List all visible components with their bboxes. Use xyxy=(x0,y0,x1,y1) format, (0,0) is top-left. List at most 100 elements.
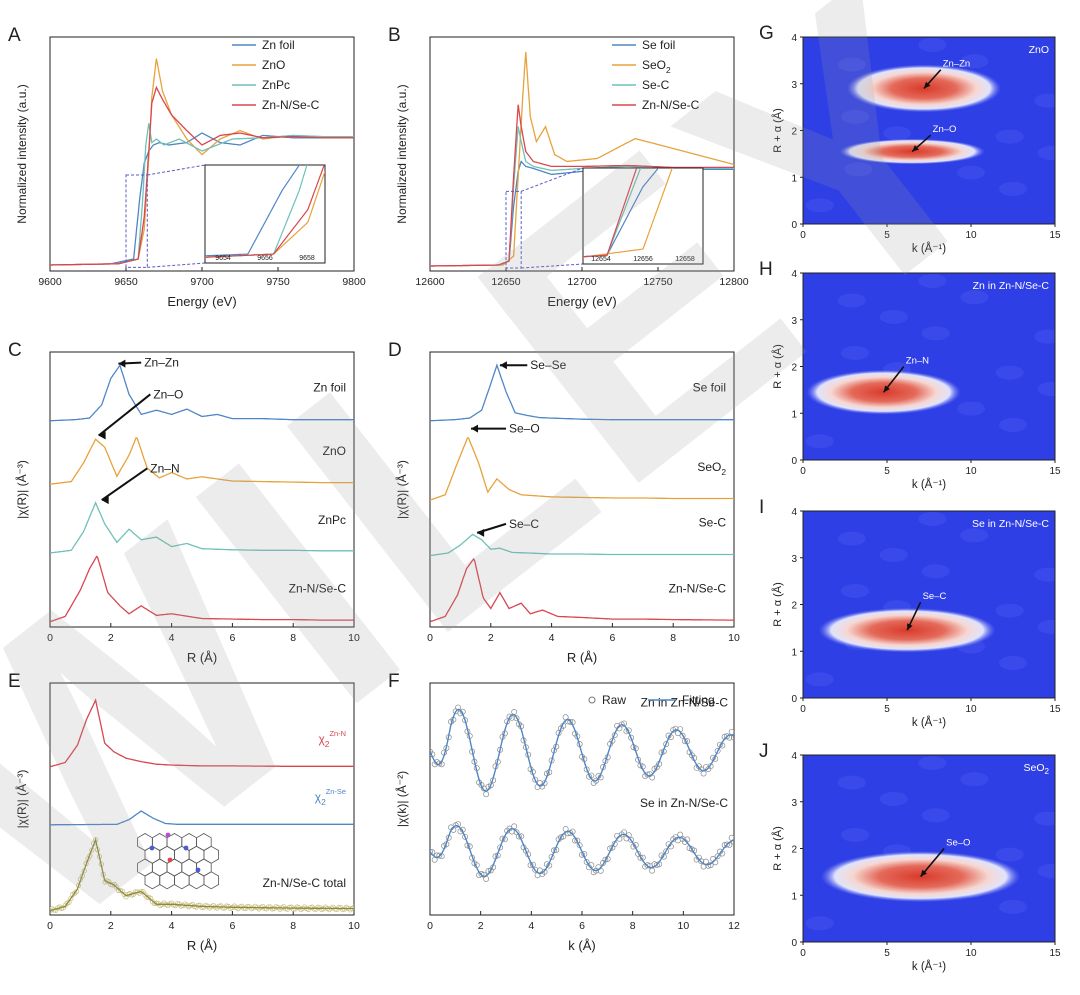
texture xyxy=(844,162,873,177)
inset-tick-label: 12658 xyxy=(675,256,695,263)
panel-G: ZnO Zn–Zn Zn–O 0 5 10 15 0 1 2 3 4 k (Å⁻¹) R + α (Å) G xyxy=(759,23,1061,255)
panel-label: J xyxy=(759,741,769,762)
annotation-label: Zn–N xyxy=(906,356,929,367)
texture xyxy=(957,165,985,180)
x-tick-label: 4 xyxy=(528,920,534,932)
plot-frame xyxy=(49,351,355,628)
raw-marker xyxy=(644,771,651,778)
raw-marker xyxy=(245,903,251,910)
annotation-arrow xyxy=(98,393,151,437)
texture xyxy=(879,309,908,324)
heatmap-body xyxy=(803,37,1055,224)
x-axis-label: k (Å⁻¹) xyxy=(912,716,946,729)
x-axis-label: R (Å) xyxy=(187,650,217,665)
raw-marker xyxy=(497,844,504,851)
y-tick-label: 0 xyxy=(791,456,797,467)
panel-J: SeO2 Se–O 0 5 10 15 0 1 2 3 4 k (Å⁻¹) R + α (Å) J xyxy=(759,741,1061,973)
raw-marker xyxy=(351,904,354,910)
texture xyxy=(805,916,834,931)
legend-label: SeO2 xyxy=(642,58,671,75)
x-tick-label: 10 xyxy=(965,230,977,241)
x-tick-label: 8 xyxy=(290,632,296,644)
x-tick-label: 12800 xyxy=(719,276,748,288)
y-tick-label: 3 xyxy=(791,554,797,565)
texture xyxy=(960,772,989,787)
raw-marker xyxy=(714,747,721,754)
y-tick-label: 3 xyxy=(791,798,797,809)
x-tick-label: 10 xyxy=(965,704,977,715)
raw-marker xyxy=(541,868,548,875)
raw-marker xyxy=(644,862,651,869)
inset-line xyxy=(205,165,300,257)
texture xyxy=(918,755,947,770)
raw-marker xyxy=(430,848,433,855)
raw-marker xyxy=(731,838,734,845)
raw-marker xyxy=(68,895,74,902)
x-tick-label: 4 xyxy=(549,632,555,644)
legend-label: Se-C xyxy=(642,78,670,92)
x-tick-label: 10 xyxy=(965,466,977,477)
raw-marker xyxy=(151,900,158,907)
x-tick-label: 6 xyxy=(229,920,235,932)
x-tick-label: 8 xyxy=(290,920,296,932)
series-label: Zn-N/Se-C total xyxy=(263,876,346,890)
raw-marker xyxy=(462,833,469,840)
panel-label: I xyxy=(759,497,764,518)
x-tick-label: 10 xyxy=(677,920,689,932)
texture xyxy=(999,417,1027,432)
series-line xyxy=(50,555,354,623)
panel-label: A xyxy=(8,25,21,46)
heatmap-body xyxy=(803,511,1055,698)
texture xyxy=(805,198,834,213)
texture xyxy=(995,365,1024,380)
x-tick-label: 10 xyxy=(965,948,977,959)
x-tick-label: 0 xyxy=(800,466,806,477)
x-tick-label: 6 xyxy=(609,632,615,644)
texture xyxy=(999,655,1027,670)
zoom-connector xyxy=(521,167,584,192)
y-tick-label: 0 xyxy=(791,694,797,705)
x-tick-label: 0 xyxy=(427,920,433,932)
series-line xyxy=(50,837,354,912)
y-tick-label: 4 xyxy=(791,751,797,762)
panel-I: Se in Zn-N/Se-C Se–C 0 5 10 15 0 1 2 3 4 k (Å⁻¹) R +… xyxy=(759,497,1061,729)
x-tick-label: 0 xyxy=(47,920,53,932)
y-tick-label: 1 xyxy=(791,647,797,658)
y-axis-label: Normalized intensity (a.u.) xyxy=(15,84,29,223)
series-label: Se in Zn-N/Se-C xyxy=(640,796,728,810)
raw-marker xyxy=(628,734,635,741)
atom xyxy=(183,845,189,851)
zoom-box xyxy=(125,174,148,268)
x-tick-label: 15 xyxy=(1049,466,1061,477)
raw-marker xyxy=(483,791,490,798)
y-tick-label: 3 xyxy=(791,80,797,91)
annotation-label: Se–Se xyxy=(530,358,566,372)
texture xyxy=(1037,381,1055,396)
arrow-head xyxy=(912,145,919,152)
y-tick-label: 0 xyxy=(791,938,797,949)
annotation-label: Zn–Zn xyxy=(943,59,970,70)
x-tick-label: 9600 xyxy=(38,276,62,288)
panel-B: 12600 12650 12700 12750 12800 Energy (eV) Norm… xyxy=(388,25,749,309)
texture xyxy=(1034,93,1055,108)
x-tick-label: 9800 xyxy=(342,276,366,288)
x-tick-label: 15 xyxy=(1049,704,1061,715)
panel-D: 0 2 4 6 8 10 R (Å) |χ(R)| (Å⁻³) D Se foil SeO2 Se-C… xyxy=(388,340,740,665)
x-tick-label: 2 xyxy=(488,632,494,644)
y-tick-label: 2 xyxy=(791,845,797,856)
texture xyxy=(879,791,908,806)
heatmap-background xyxy=(803,511,1055,698)
texture xyxy=(1037,145,1055,160)
x-axis-label: k (Å⁻¹) xyxy=(912,960,946,973)
raw-marker xyxy=(199,904,205,911)
x-tick-label: 0 xyxy=(47,632,53,644)
series-label: ZnPc xyxy=(318,513,346,527)
x-tick-label: 6 xyxy=(579,920,585,932)
y-axis-label: |χ(R)| (Å⁻³) xyxy=(394,460,409,519)
panel-label: F xyxy=(388,671,400,692)
texture xyxy=(837,531,866,546)
legend-label: Zn-N/Se-C xyxy=(262,98,320,112)
y-axis-label: |χ(k)| (Å⁻²) xyxy=(394,771,409,827)
x-tick-label: 0 xyxy=(800,230,806,241)
